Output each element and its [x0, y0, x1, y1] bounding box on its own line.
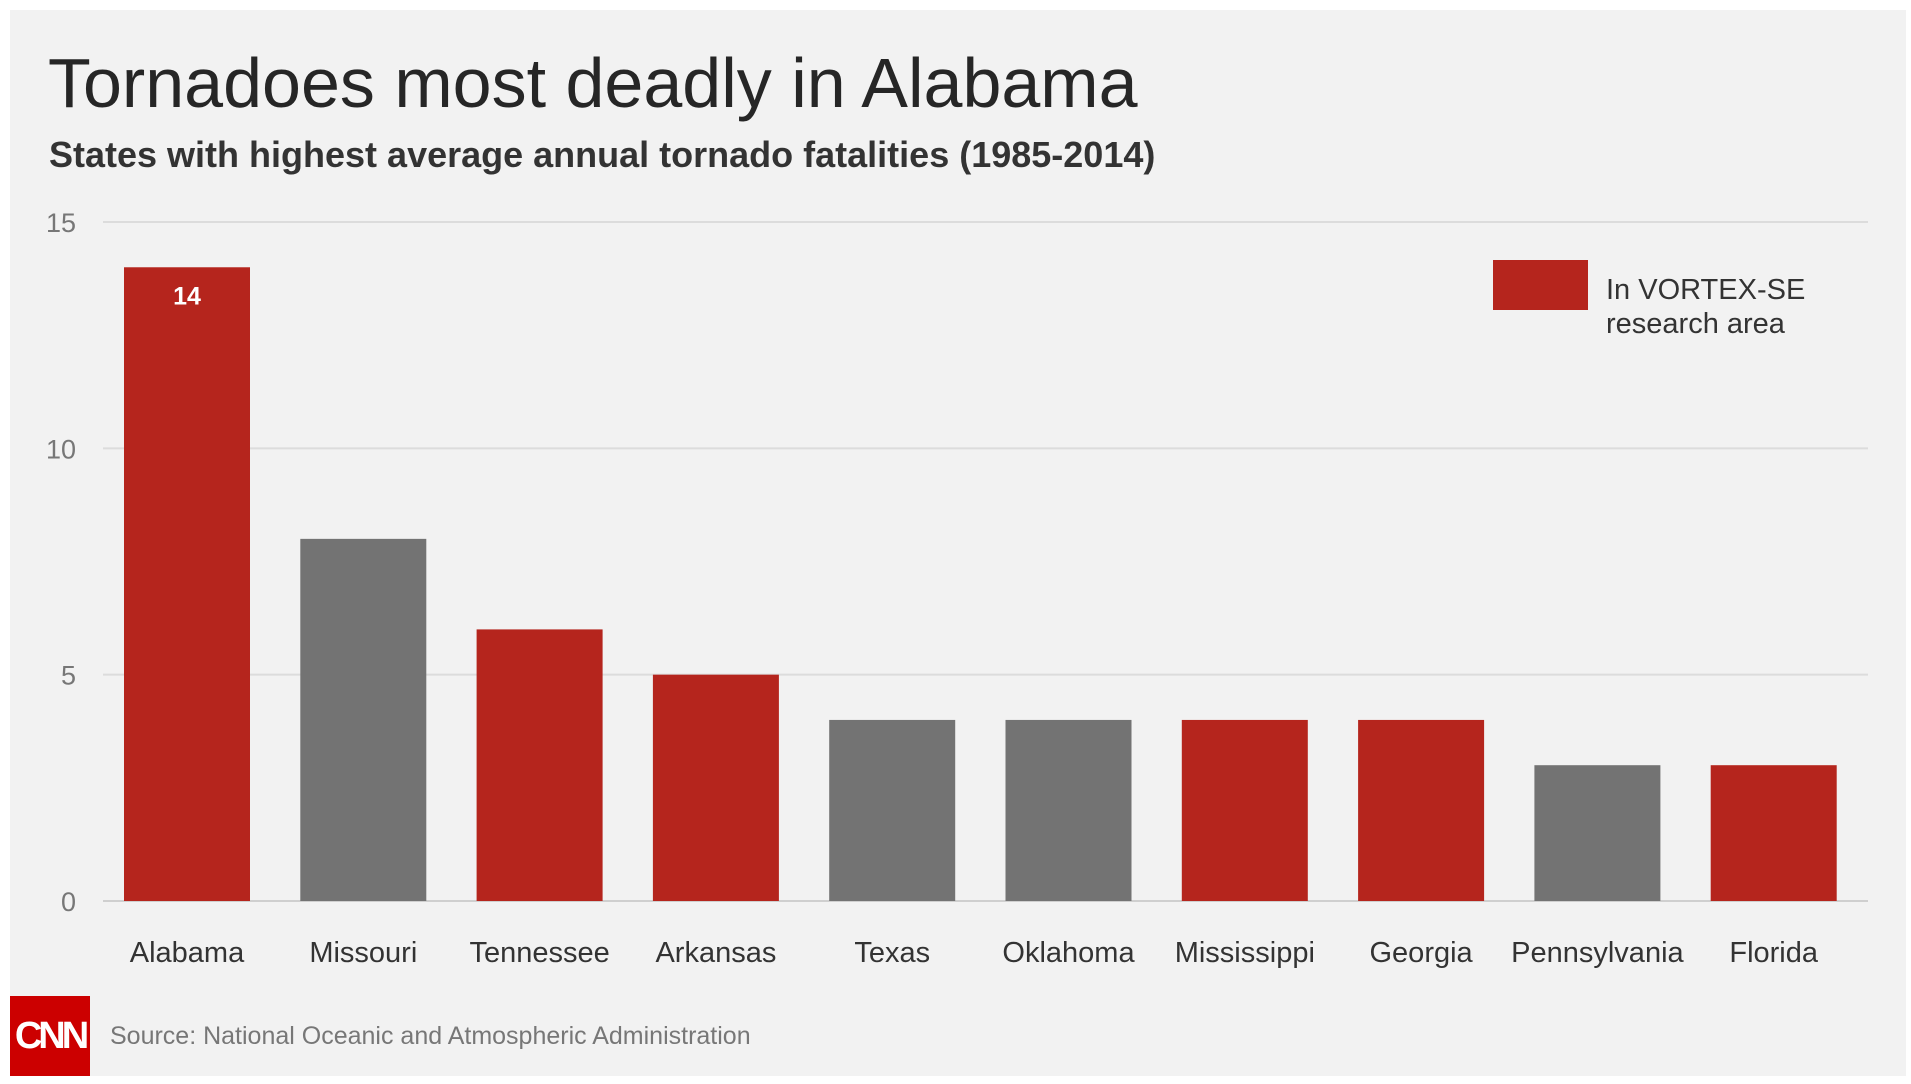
data-labels: 14 [173, 282, 201, 310]
x-tick-label-florida: Florida [1729, 937, 1819, 969]
x-tick-label-tennessee: Tennessee [469, 937, 609, 969]
bars [124, 267, 1837, 901]
chart-subtitle: States with highest average annual torna… [49, 134, 1156, 175]
y-axis-ticks: 0 5 10 15 [46, 208, 76, 917]
x-tick-label-texas: Texas [854, 937, 930, 969]
x-tick-label-arkansas: Arkansas [655, 937, 776, 969]
legend-label-vortex: In VORTEX-SE research area [1606, 274, 1806, 340]
bar-oklahoma [1005, 719, 1132, 901]
bar-florida [1710, 765, 1837, 901]
bar-mississippi [1181, 719, 1308, 901]
cnn-logo: CNN [10, 996, 90, 1076]
y-tick-label-15: 15 [46, 208, 76, 238]
x-tick-label-alabama: Alabama [130, 937, 245, 969]
chart-card: Tornadoes most deadly in Alabama States … [10, 10, 1906, 1076]
footer: CNN Source: National Oceanic and Atmosph… [10, 996, 751, 1076]
x-tick-label-pennsylvania: Pennsylvania [1511, 937, 1684, 969]
x-axis-ticks: Alabama Missouri Tennessee Arkansas Texas Okl… [130, 937, 1819, 969]
x-tick-label-missouri: Missouri [309, 937, 417, 969]
bar-missouri [300, 538, 427, 901]
y-tick-label-0: 0 [61, 887, 76, 917]
chart-title: Tornadoes most deadly in Alabama [48, 44, 1138, 122]
bar-chart: 0 5 10 15 14 Alabama Missouri Tennessee Arkans… [46, 208, 1868, 969]
x-tick-label-mississippi: Mississippi [1175, 937, 1315, 969]
legend-swatch-vortex [1493, 260, 1588, 310]
source-note: Source: National Oceanic and Atmospheric… [110, 1021, 751, 1050]
y-tick-label-5: 5 [61, 661, 76, 691]
bar-texas [829, 719, 956, 901]
bar-tennessee [476, 629, 603, 901]
data-label-alabama: 14 [173, 282, 201, 310]
bar-arkansas [652, 674, 779, 901]
legend: In VORTEX-SE research area [1493, 260, 1816, 342]
x-tick-label-georgia: Georgia [1370, 937, 1474, 969]
bar-alabama [124, 267, 250, 901]
bar-pennsylvania [1534, 765, 1661, 901]
bar-georgia [1358, 719, 1485, 901]
x-tick-label-oklahoma: Oklahoma [1002, 937, 1135, 969]
y-tick-label-10: 10 [46, 434, 76, 464]
